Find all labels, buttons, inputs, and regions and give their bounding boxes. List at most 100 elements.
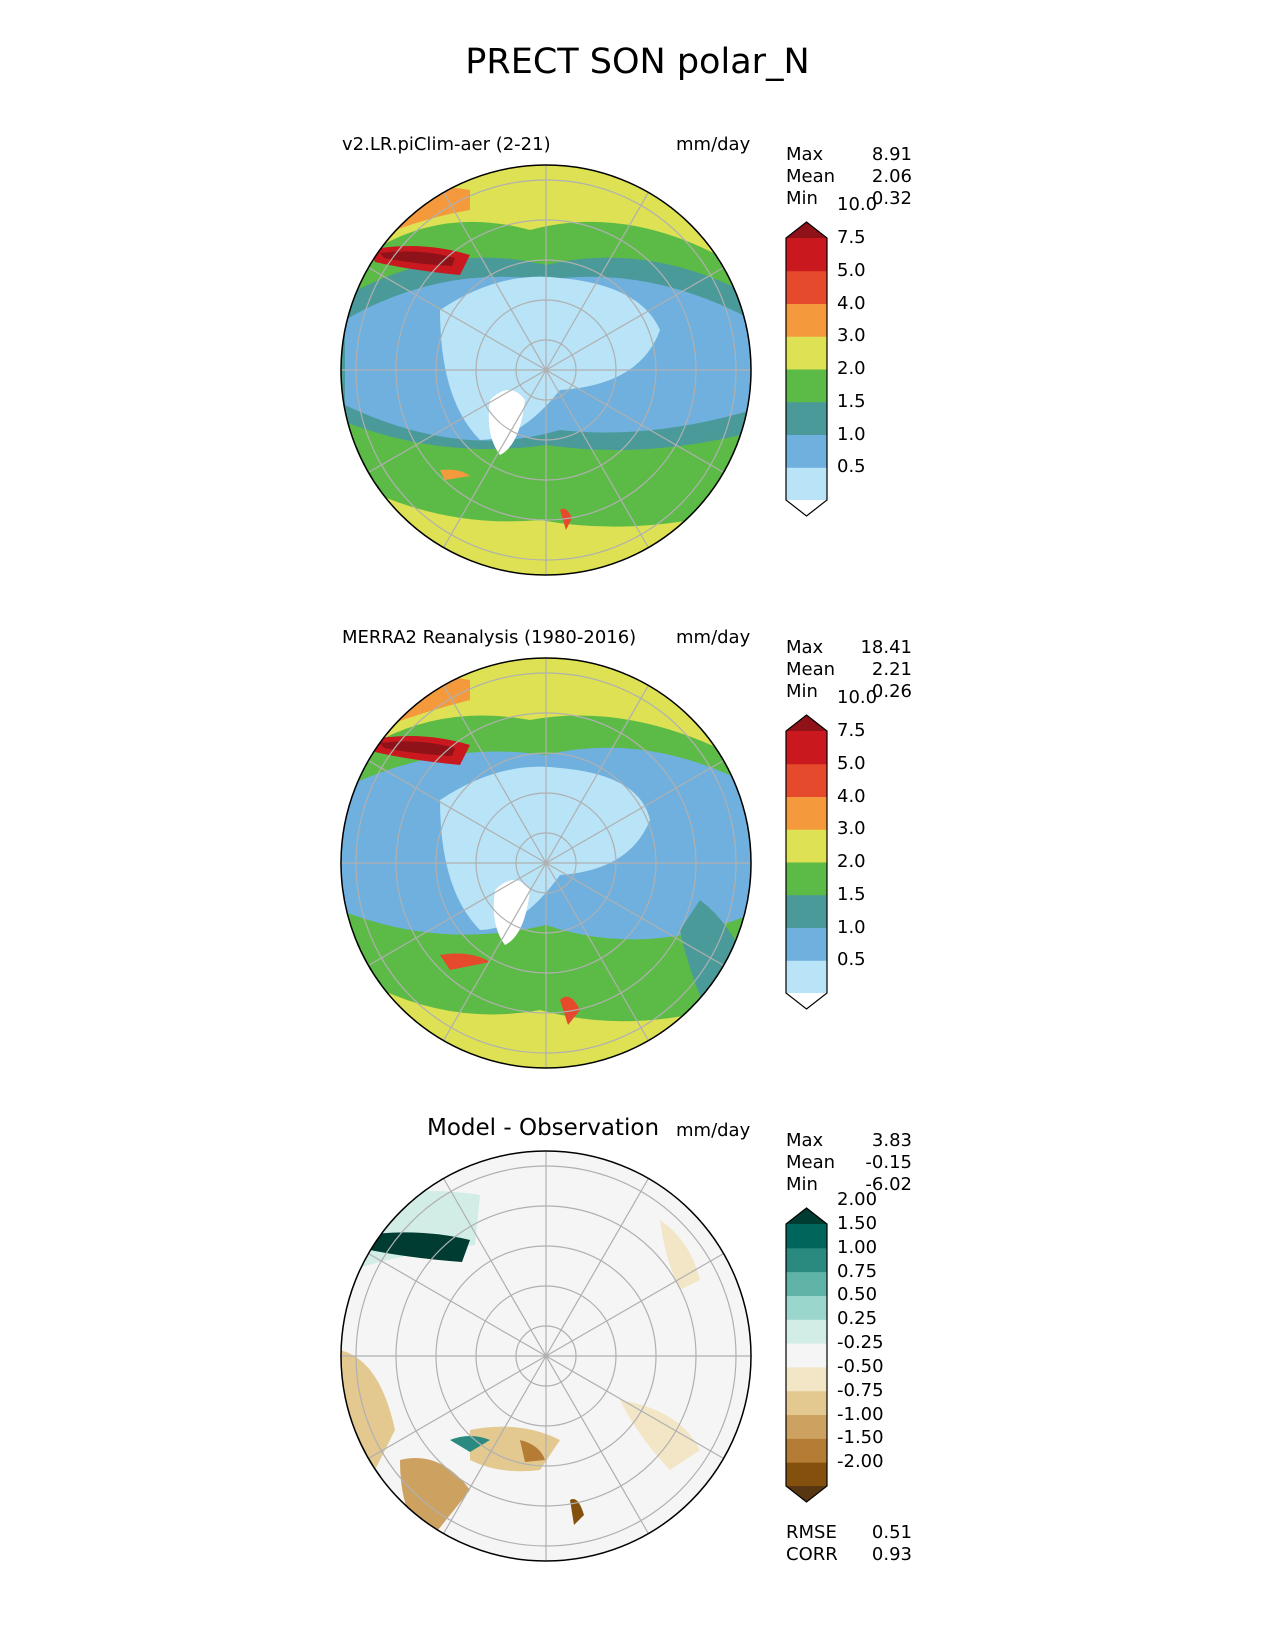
colorbar-segment xyxy=(786,270,827,304)
panel-3-stat-label: Mean xyxy=(786,1152,836,1173)
colorbar-tick-label: 10.0 xyxy=(837,194,878,216)
colorbar-tick-label: 1.50 xyxy=(837,1213,878,1234)
colorbar-tick-label: 0.5 xyxy=(837,949,866,971)
colorbar-segment xyxy=(786,862,827,896)
panel-2-grid xyxy=(341,658,751,1068)
figure-title: PRECT SON polar_N xyxy=(465,42,810,82)
colorbar-tick-label: -0.75 xyxy=(837,1379,884,1401)
panel-3-grid xyxy=(341,1151,751,1561)
colorbar-segment xyxy=(786,927,827,961)
panel-2-stat-label: Max xyxy=(786,637,824,658)
panel-1-units: mm/day xyxy=(676,134,751,155)
colorbar-tick-label: 4.0 xyxy=(837,292,866,314)
colorbar-outline xyxy=(785,714,828,1010)
colorbar-segment xyxy=(786,467,827,501)
colorbar-extension-low xyxy=(786,1486,827,1502)
colorbar-3 xyxy=(785,1207,828,1503)
colorbar-extension-low xyxy=(786,993,827,1009)
panel-1-title: v2.LR.piClim-aer (2-21) xyxy=(342,134,551,155)
panel-2-stat-value: 18.41 xyxy=(860,637,912,658)
colorbar-extension-high xyxy=(786,222,827,238)
colorbar-extension-high xyxy=(786,715,827,731)
colorbar-tick-label: 2.0 xyxy=(837,358,866,379)
colorbar-segment xyxy=(786,1271,827,1296)
colorbar-segment xyxy=(786,369,827,403)
colorbar-tick-label: 1.00 xyxy=(837,1236,878,1258)
colorbar-segment xyxy=(786,1319,827,1344)
panel-3-stat-value: 3.83 xyxy=(871,1130,912,1151)
panel-3-corr-value: 0.93 xyxy=(871,1544,912,1565)
colorbar-extension-high xyxy=(786,1208,827,1224)
colorbar-tick-label: 2.0 xyxy=(837,851,866,872)
colorbar-tick-label: 1.0 xyxy=(837,916,866,938)
panel-1-stat-value: 2.06 xyxy=(871,166,912,187)
colorbar-tick-label: -1.00 xyxy=(837,1403,884,1425)
colorbar-tick-label: 2.00 xyxy=(837,1189,878,1211)
panel-2-stat-value: 0.26 xyxy=(871,681,912,702)
colorbar-tick-label: 0.25 xyxy=(837,1308,878,1330)
colorbar-tick-label: 3.0 xyxy=(837,818,866,840)
colorbar-tick-label: 7.5 xyxy=(837,720,866,741)
colorbar-tick-label: 1.5 xyxy=(837,390,866,412)
colorbar-tick-label: 5.0 xyxy=(837,752,866,774)
panel-2-stat-label: Mean xyxy=(786,659,836,680)
colorbar-outline xyxy=(785,1207,828,1503)
panel-2-stat-label: Min xyxy=(786,681,818,702)
colorbar-segment xyxy=(786,1295,827,1320)
panel-2-title: MERRA2 Reanalysis (1980-2016) xyxy=(342,627,637,648)
panel-3-stat-label: Max xyxy=(786,1130,824,1151)
colorbar-tick-label: -0.25 xyxy=(837,1332,884,1354)
colorbar-tick-label: 1.0 xyxy=(837,423,866,445)
colorbar-segment xyxy=(786,401,827,435)
colorbar-tick-label: -1.50 xyxy=(837,1427,884,1449)
colorbar-tick-label: -2.00 xyxy=(837,1451,884,1473)
colorbar-tick-label: 1.5 xyxy=(837,883,866,905)
colorbar-segment xyxy=(786,1414,827,1439)
colorbar-segment xyxy=(786,1390,827,1416)
colorbar-outline xyxy=(785,221,828,517)
panel-2-stat-value: 2.21 xyxy=(871,659,912,680)
panel-1-stat-label: Min xyxy=(786,188,818,209)
colorbar-segment xyxy=(786,829,827,863)
panel-3-boundary xyxy=(340,1150,752,1562)
colorbar-extension-low xyxy=(786,500,827,516)
panel-3-rmse-value: 0.51 xyxy=(871,1522,912,1543)
colorbar-segment xyxy=(786,1366,827,1392)
panel-2-units: mm/day xyxy=(676,627,751,648)
panel-1-grid xyxy=(341,165,751,575)
panel-1-stat-label: Max xyxy=(786,144,824,165)
panel-1-stat-label: Mean xyxy=(786,166,836,187)
colorbar-segment xyxy=(786,336,827,370)
colorbar-tick-label: 3.0 xyxy=(837,325,866,347)
colorbar-segment xyxy=(786,434,827,468)
colorbar-segment xyxy=(786,1462,827,1487)
panel-1-boundary xyxy=(340,164,752,576)
panel-3-stat-label: Min xyxy=(786,1174,818,1195)
colorbar-tick-label: 7.5 xyxy=(837,227,866,248)
panel-3-corr-label: CORR xyxy=(786,1544,838,1565)
panel-3-stat-value: -0.15 xyxy=(865,1152,912,1173)
colorbar-tick-label: 4.0 xyxy=(837,785,866,807)
colorbar-segment xyxy=(786,763,827,797)
colorbar-segment xyxy=(786,1224,827,1249)
colorbar-tick-label: 0.75 xyxy=(837,1260,878,1282)
colorbar-2 xyxy=(785,714,828,1010)
colorbar-segment xyxy=(786,796,827,830)
colorbar-tick-label: 5.0 xyxy=(837,259,866,281)
colorbar-tick-label: 0.5 xyxy=(837,456,866,478)
colorbar-segment xyxy=(786,303,827,337)
colorbar-tick-label: 0.50 xyxy=(837,1284,878,1306)
panel-3-title: Model - Observation xyxy=(427,1115,660,1141)
panel-2-boundary xyxy=(340,657,752,1069)
colorbar-tick-label: -0.50 xyxy=(837,1355,884,1377)
colorbar-segment xyxy=(786,894,827,928)
panel-1-stat-value: 8.91 xyxy=(871,144,912,165)
colorbar-segment xyxy=(786,1247,827,1273)
panel-3-units: mm/day xyxy=(676,1120,751,1141)
panel-1-stat-value: 0.32 xyxy=(871,188,912,209)
panel-3-rmse-label: RMSE xyxy=(786,1522,837,1543)
colorbar-1 xyxy=(785,221,828,517)
colorbar-segment xyxy=(786,960,827,994)
